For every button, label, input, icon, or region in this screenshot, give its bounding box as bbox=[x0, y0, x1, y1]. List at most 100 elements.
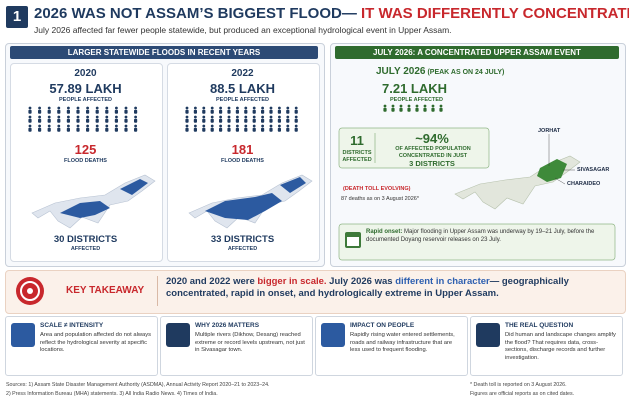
person-icon bbox=[439, 104, 443, 108]
person-icon bbox=[95, 118, 99, 123]
takeaway-part: 2020 and 2022 were bbox=[166, 276, 258, 287]
target-icon bbox=[20, 281, 40, 301]
districts: 30 DISTRICTS bbox=[53, 234, 118, 245]
person-icon bbox=[47, 124, 51, 128]
takeaway bbox=[5, 270, 626, 314]
person-icon bbox=[252, 118, 256, 123]
person-icon bbox=[134, 115, 137, 119]
person-icon bbox=[269, 115, 273, 119]
person-icon bbox=[67, 124, 70, 128]
person-icon bbox=[269, 106, 273, 110]
person-icon bbox=[38, 124, 41, 128]
person-icon bbox=[134, 127, 138, 132]
person-icon bbox=[219, 118, 223, 123]
person-icon bbox=[38, 118, 42, 123]
person-icon bbox=[57, 115, 61, 119]
person-icon bbox=[210, 115, 214, 119]
person-icon bbox=[286, 106, 290, 110]
person-icon bbox=[261, 106, 264, 110]
person-icon bbox=[278, 106, 281, 110]
person-icon bbox=[252, 124, 256, 128]
people-label: PEOPLE AFFECTED bbox=[216, 97, 269, 103]
person-icon bbox=[86, 106, 89, 110]
person-icon bbox=[252, 109, 256, 114]
person-icon bbox=[124, 124, 128, 128]
people-affected: 88.5 LAKH bbox=[209, 81, 276, 96]
districts: 33 DISTRICTS bbox=[210, 234, 275, 245]
person-icon bbox=[57, 124, 61, 128]
person-icon bbox=[236, 106, 239, 110]
person-icon bbox=[244, 106, 248, 110]
info-box: THE REAL QUESTION Did human and landscape… bbox=[470, 316, 623, 376]
person-icon bbox=[269, 109, 273, 114]
person-icon bbox=[294, 118, 298, 123]
map-label: SIVASAGAR bbox=[577, 167, 610, 173]
person-icon bbox=[202, 106, 206, 110]
person-icon bbox=[286, 118, 290, 123]
person-icon bbox=[261, 118, 265, 123]
person-icon bbox=[28, 118, 32, 123]
heading-note: (PEAK AS ON 24 JULY) bbox=[425, 69, 505, 76]
source-line: 2) Press Information Bureau (MHA) statem… bbox=[6, 391, 218, 397]
person-icon bbox=[210, 106, 214, 110]
right-graphics bbox=[338, 104, 616, 261]
person-icon bbox=[28, 106, 32, 110]
person-icon bbox=[286, 127, 290, 132]
person-icon bbox=[47, 109, 51, 114]
person-icon bbox=[124, 118, 128, 123]
person-icon bbox=[219, 106, 223, 110]
person-icon bbox=[219, 109, 223, 114]
person-icon bbox=[193, 118, 197, 123]
person-icon bbox=[86, 127, 90, 132]
person-icon bbox=[415, 107, 419, 112]
person-icon bbox=[227, 118, 231, 123]
box-icon bbox=[166, 323, 190, 347]
box-title: WHY 2026 MATTERS bbox=[195, 322, 260, 329]
person-icon bbox=[219, 124, 223, 128]
person-icon bbox=[76, 127, 80, 132]
box-icon bbox=[476, 323, 500, 347]
person-icon bbox=[261, 124, 264, 128]
person-icon bbox=[210, 124, 214, 128]
death-text: 87 deaths as on 3 August 2026* bbox=[341, 196, 419, 202]
person-icon bbox=[114, 109, 118, 114]
heading: JULY 2026 bbox=[376, 66, 426, 77]
person-icon bbox=[277, 118, 281, 123]
person-icon bbox=[76, 106, 80, 110]
person-icon bbox=[227, 127, 231, 132]
person-icon bbox=[185, 106, 189, 110]
box-text: Area and population affected do not alwa… bbox=[40, 332, 152, 353]
year: 2022 bbox=[231, 68, 254, 79]
person-icon bbox=[244, 115, 248, 119]
source-line: Sources: 1) Assam State Disaster Managem… bbox=[6, 382, 270, 388]
person-icon bbox=[124, 106, 128, 110]
person-icon bbox=[286, 115, 290, 119]
box-text: Did human and landscape changes amplify … bbox=[505, 332, 616, 361]
deaths: 181 bbox=[231, 142, 254, 157]
person-icon bbox=[194, 106, 197, 110]
person-icon bbox=[86, 115, 89, 119]
person-icon bbox=[95, 106, 99, 110]
onset: Rapid onset: Major flooding in Upper Ass… bbox=[366, 228, 614, 244]
event-heading: JULY 2026 (PEAK AS ON 24 JULY) bbox=[376, 66, 504, 77]
person-icon bbox=[67, 115, 70, 119]
person-icon bbox=[115, 115, 118, 119]
person-icon bbox=[286, 124, 290, 128]
box-icon bbox=[11, 323, 35, 347]
districts-label: AFFECTED bbox=[70, 246, 101, 252]
person-icon bbox=[227, 115, 231, 119]
year: 2020 bbox=[74, 68, 97, 79]
takeaway-part: July 2026 was bbox=[326, 276, 396, 287]
person-icon bbox=[235, 118, 239, 123]
person-icon bbox=[134, 106, 137, 110]
person-icon bbox=[86, 109, 90, 114]
person-icon bbox=[244, 118, 248, 123]
person-icon bbox=[431, 104, 435, 108]
person-icon bbox=[235, 127, 239, 132]
person-icon bbox=[210, 109, 214, 114]
person-icon bbox=[202, 124, 206, 128]
person-icon bbox=[95, 124, 99, 128]
person-icon bbox=[114, 127, 118, 132]
person-icon bbox=[219, 115, 223, 119]
person-icon bbox=[277, 127, 281, 132]
